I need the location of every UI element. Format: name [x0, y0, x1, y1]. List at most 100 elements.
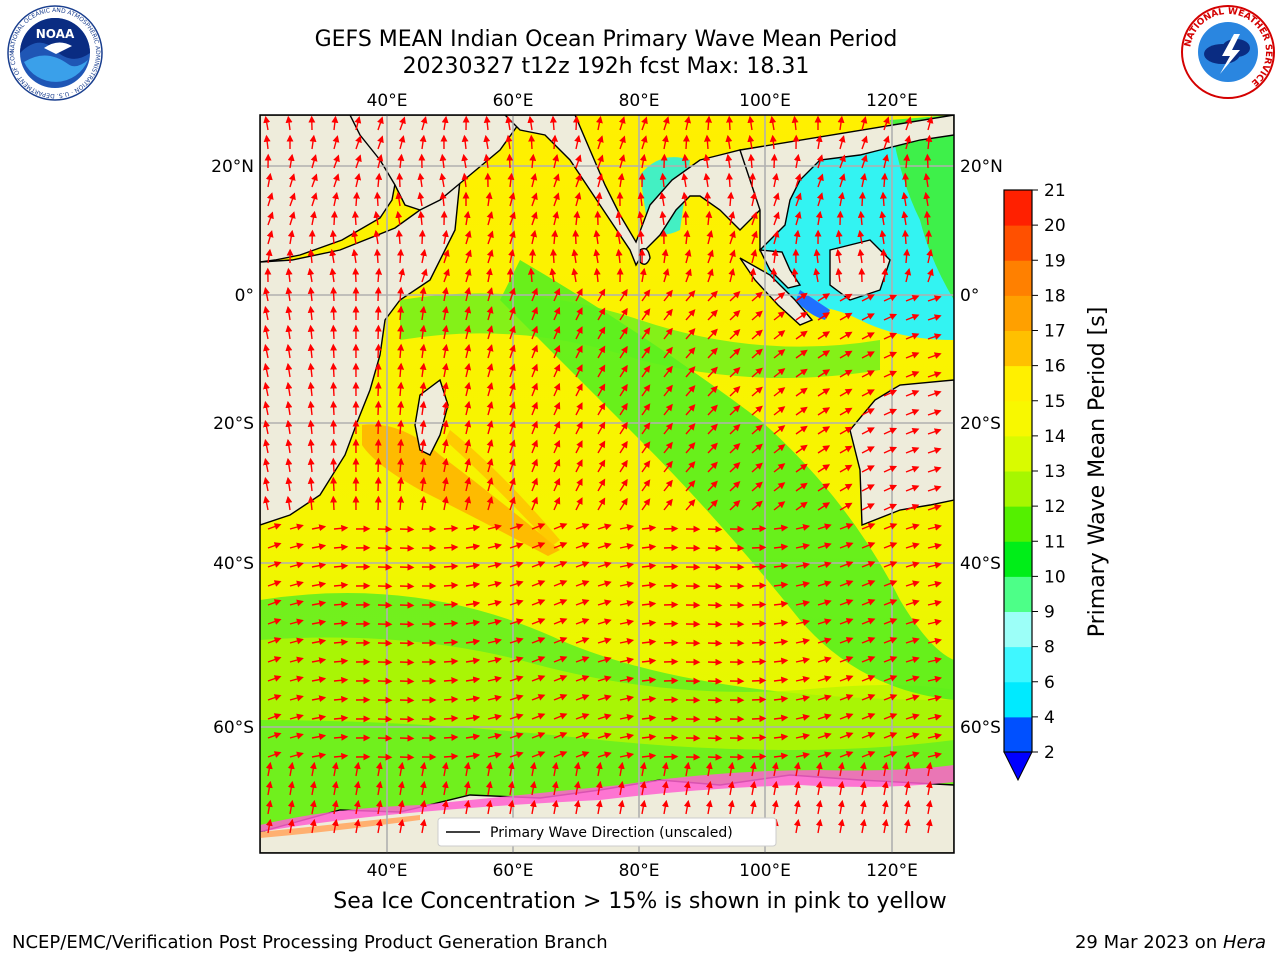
- wave-arrow: [263, 419, 270, 435]
- wave-arrow: [333, 600, 349, 608]
- wave-arrow: [902, 172, 910, 188]
- wave-arrow: [883, 713, 898, 720]
- wave-arrow: [817, 523, 832, 531]
- wave-arrow: [662, 268, 670, 283]
- wave-arrow: [397, 343, 405, 359]
- wave-arrow: [285, 495, 293, 511]
- wave-arrow: [263, 362, 270, 378]
- wave-arrow: [883, 370, 898, 378]
- wave-arrow: [837, 799, 845, 815]
- wave-arrow: [751, 500, 763, 511]
- wave-arrow: [661, 134, 669, 150]
- wave-arrow: [861, 579, 876, 587]
- wave-arrow: [794, 211, 802, 226]
- wave-arrow: [905, 656, 920, 664]
- wave-arrow: [707, 715, 723, 723]
- wave-arrow: [573, 210, 581, 226]
- wave-arrow: [839, 331, 853, 340]
- wave-arrow: [553, 712, 568, 720]
- wave-arrow: [905, 713, 920, 721]
- wave-arrow: [285, 419, 293, 435]
- wave-arrow: [925, 799, 933, 815]
- wave-arrow: [905, 523, 920, 531]
- wave-arrow: [527, 267, 535, 283]
- wave-arrow: [817, 464, 831, 473]
- wave-arrow: [311, 733, 327, 741]
- wave-arrow: [439, 153, 447, 169]
- wave-arrow: [309, 761, 317, 777]
- wave-arrow: [881, 818, 889, 834]
- wave-arrow: [619, 497, 628, 511]
- wave-arrow: [465, 524, 481, 532]
- wave-arrow: [575, 656, 590, 663]
- wave-arrow: [486, 401, 494, 416]
- wave-arrow: [486, 249, 494, 264]
- wave-arrow: [901, 191, 909, 207]
- wave-arrow: [729, 405, 741, 416]
- wave-arrow: [464, 343, 472, 359]
- wave-arrow: [597, 478, 606, 492]
- wave-arrow: [531, 618, 546, 625]
- wave-arrow: [729, 230, 736, 245]
- wave-arrow: [839, 154, 846, 169]
- wave-arrow: [663, 658, 679, 666]
- wave-arrow: [464, 457, 472, 473]
- wave-arrow: [439, 191, 447, 207]
- wave-arrow: [267, 656, 282, 663]
- wave-arrow: [420, 248, 427, 264]
- wave-arrow: [927, 561, 942, 569]
- wave-arrow: [707, 544, 723, 552]
- wave-arrow: [575, 618, 590, 625]
- wave-arrow: [397, 476, 405, 492]
- wave-arrow: [509, 363, 516, 378]
- wave-arrow: [861, 154, 868, 169]
- wave-arrow: [619, 345, 628, 359]
- wave-arrow: [773, 657, 789, 665]
- wave-arrow: [749, 780, 757, 796]
- wave-arrow: [795, 637, 811, 645]
- wave-arrow: [509, 420, 516, 435]
- wave-arrow: [374, 419, 382, 435]
- wave-arrow: [619, 676, 635, 683]
- wave-arrow: [443, 714, 459, 722]
- wave-arrow: [597, 440, 606, 454]
- wave-arrow: [751, 658, 767, 666]
- wave-arrow: [487, 542, 502, 550]
- wave-arrow: [838, 135, 846, 150]
- wave-arrow: [861, 636, 876, 644]
- wave-arrow: [747, 115, 755, 131]
- wave-arrow: [901, 229, 909, 245]
- madagascar-land: [414, 378, 449, 456]
- wave-arrow: [681, 172, 689, 188]
- wave-arrow: [506, 153, 514, 169]
- wave-arrow: [795, 292, 808, 302]
- wave-arrow: [641, 714, 657, 722]
- wave-arrow: [839, 599, 854, 606]
- wave-arrow: [395, 229, 403, 245]
- wave-arrow: [285, 115, 293, 131]
- wave-arrow: [615, 229, 623, 245]
- wave-arrow: [285, 343, 293, 359]
- colorbar-tick-label: 11: [1044, 532, 1066, 552]
- wave-arrow: [619, 562, 635, 569]
- wave-arrow: [486, 287, 494, 302]
- wave-arrow: [905, 295, 920, 302]
- wave-arrow: [417, 210, 425, 226]
- wave-arrow: [505, 134, 513, 150]
- sea-ice-caption: Sea Ice Concentration > 15% is shown in …: [333, 889, 947, 914]
- wave-arrow: [289, 751, 304, 759]
- wave-arrow: [330, 495, 338, 511]
- wave-arrow: [374, 457, 382, 473]
- wave-arrow: [773, 543, 789, 551]
- wave-arrow: [419, 799, 427, 815]
- wave-arrow: [443, 676, 459, 684]
- wave-arrow: [483, 115, 491, 131]
- wave-arrow: [905, 314, 920, 321]
- lon-labels-bottom: 40°E 60°E 80°E 100°E 120°E: [367, 861, 918, 881]
- wave-arrow: [464, 495, 472, 511]
- wave-arrow: [597, 561, 612, 569]
- wave-arrow: [791, 115, 799, 131]
- wave-arrow: [485, 267, 493, 283]
- wave-arrow: [465, 543, 481, 551]
- wave-arrow: [859, 799, 867, 815]
